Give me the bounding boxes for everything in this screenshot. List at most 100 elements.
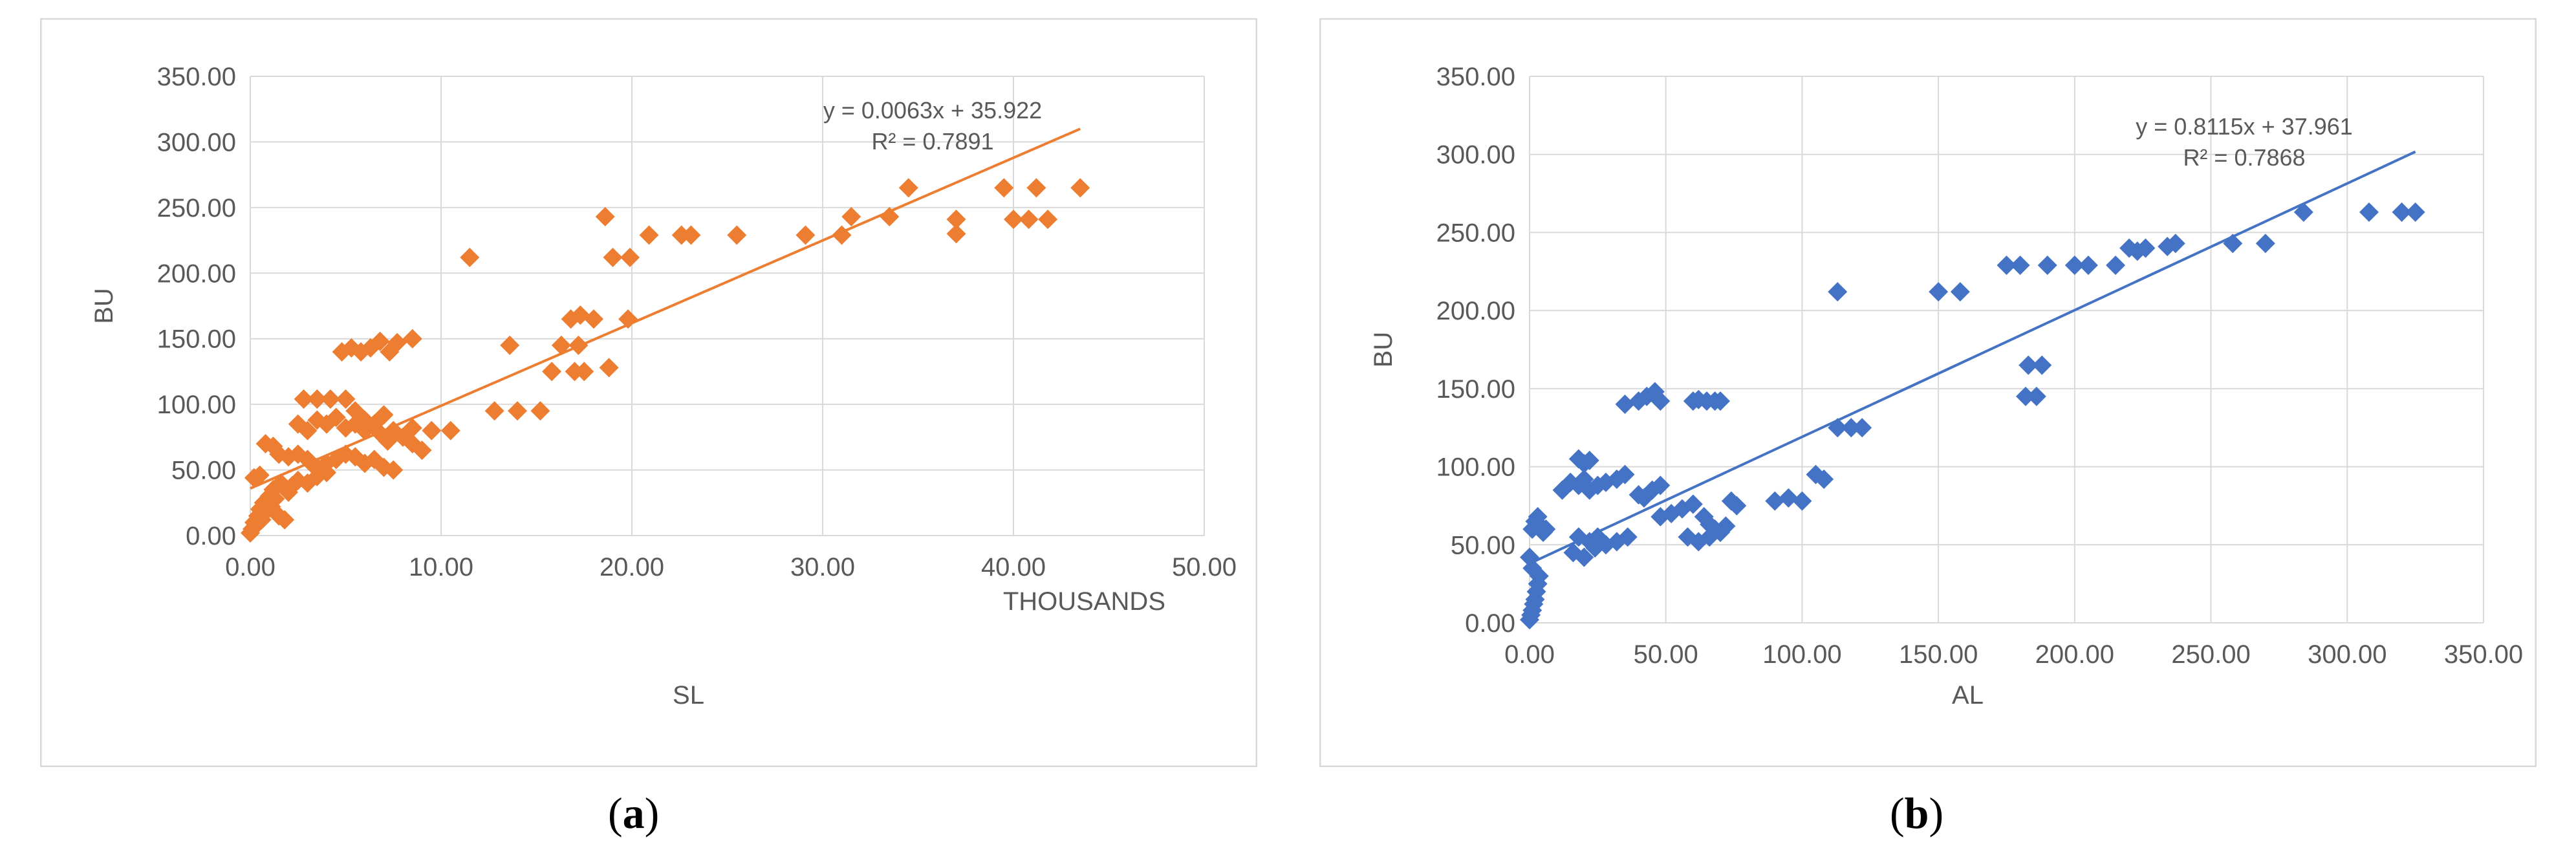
data-point bbox=[1645, 382, 1665, 402]
data-point bbox=[1711, 391, 1730, 411]
data-point bbox=[1536, 519, 1556, 539]
data-point bbox=[1520, 547, 1539, 567]
data-point bbox=[1828, 282, 1848, 302]
data-point bbox=[2016, 386, 2035, 406]
x-tick-label: 0.00 bbox=[1504, 640, 1555, 669]
y-tick-label: 100.00 bbox=[157, 391, 236, 419]
data-point bbox=[1852, 418, 1872, 438]
trendline bbox=[1529, 150, 2416, 565]
data-point bbox=[1997, 255, 2017, 276]
data-point bbox=[603, 247, 623, 267]
data-point bbox=[618, 309, 638, 329]
data-point bbox=[2392, 202, 2412, 222]
data-point bbox=[1579, 480, 1599, 500]
data-point bbox=[1568, 475, 1588, 495]
data-point bbox=[2026, 386, 2046, 406]
x-tick-label: 0.00 bbox=[225, 553, 276, 581]
data-point bbox=[1779, 488, 1799, 508]
data-point bbox=[1841, 418, 1861, 438]
x-tick-label: 100.00 bbox=[1762, 640, 1841, 669]
data-point bbox=[1792, 491, 1812, 511]
data-point bbox=[1629, 391, 1649, 411]
y-axis-title: BU bbox=[90, 288, 118, 324]
data-point bbox=[1579, 450, 1599, 470]
data-point bbox=[374, 405, 394, 425]
data-point bbox=[946, 224, 966, 244]
data-point bbox=[412, 440, 432, 461]
chart-panel-b: 0.00 50.00 100.00 150.00 200.00 250.00 300.00 3… bbox=[1319, 17, 2537, 768]
data-point bbox=[1950, 282, 1970, 302]
data-point bbox=[1678, 527, 1698, 547]
data-point bbox=[422, 420, 442, 440]
data-point bbox=[946, 210, 966, 230]
y-tick-label: 300.00 bbox=[157, 128, 236, 157]
data-point bbox=[2064, 255, 2084, 276]
data-point bbox=[370, 331, 390, 351]
data-point bbox=[796, 225, 816, 245]
data-point bbox=[355, 420, 374, 440]
data-point bbox=[994, 178, 1014, 198]
data-point bbox=[1765, 491, 1785, 511]
data-point bbox=[2255, 233, 2275, 254]
data-point bbox=[1026, 178, 1046, 198]
data-point bbox=[1574, 547, 1594, 567]
y-tick-label: 200.00 bbox=[157, 259, 236, 288]
data-point bbox=[2032, 355, 2052, 375]
data-point bbox=[727, 225, 747, 245]
data-point bbox=[265, 489, 285, 509]
data-point bbox=[1552, 480, 1572, 500]
data-point bbox=[832, 225, 852, 245]
data-point bbox=[2078, 255, 2098, 276]
x-axis-units-label: THOUSANDS bbox=[1003, 587, 1165, 616]
caption-b-letter: b bbox=[1904, 788, 1929, 838]
data-point bbox=[1038, 210, 1058, 230]
r-squared-label: R² = 0.7868 bbox=[2183, 144, 2305, 171]
r-squared-label: R² = 0.7891 bbox=[871, 128, 993, 155]
data-point bbox=[1828, 418, 1848, 438]
data-point bbox=[1561, 472, 1581, 492]
data-point bbox=[880, 207, 900, 227]
data-point bbox=[599, 358, 619, 378]
y-tick-label: 50.00 bbox=[1451, 531, 1515, 559]
data-point bbox=[2359, 202, 2379, 222]
data-point bbox=[574, 362, 594, 382]
data-point bbox=[2010, 255, 2030, 276]
data-point bbox=[1607, 532, 1627, 552]
data-point bbox=[841, 207, 861, 227]
x-axis-title: SL bbox=[673, 681, 704, 710]
y-tick-label: 350.00 bbox=[157, 63, 236, 91]
data-point bbox=[1929, 282, 1949, 302]
data-point bbox=[551, 335, 571, 355]
data-point bbox=[681, 225, 701, 245]
data-point bbox=[326, 407, 346, 428]
data-point bbox=[530, 401, 550, 421]
x-tick-label: 50.00 bbox=[1172, 553, 1237, 581]
data-point bbox=[2019, 355, 2039, 375]
data-point bbox=[320, 389, 340, 409]
data-point bbox=[2037, 255, 2057, 276]
x-tick-label: 30.00 bbox=[790, 553, 855, 581]
data-point bbox=[2165, 233, 2185, 254]
data-point bbox=[1579, 532, 1599, 552]
y-axis-title: BU bbox=[1369, 332, 1398, 368]
data-point bbox=[275, 510, 295, 530]
data-point bbox=[387, 332, 407, 353]
y-tick-label: 250.00 bbox=[157, 194, 236, 222]
y-tick-label: 300.00 bbox=[1436, 141, 1515, 169]
data-point bbox=[1618, 527, 1638, 547]
data-point bbox=[1588, 527, 1608, 547]
data-point bbox=[294, 389, 314, 409]
data-point bbox=[500, 335, 520, 355]
x-tick-label: 150.00 bbox=[1899, 640, 1978, 669]
data-point bbox=[584, 309, 603, 329]
y-tick-label: 0.00 bbox=[186, 522, 236, 550]
data-point bbox=[2293, 202, 2313, 222]
data-point bbox=[1615, 395, 1635, 414]
data-point bbox=[508, 401, 527, 421]
data-point bbox=[1711, 522, 1730, 542]
data-point bbox=[1588, 475, 1608, 495]
x-tick-label: 200.00 bbox=[2035, 640, 2114, 669]
data-point bbox=[384, 460, 404, 480]
x-tick-label: 40.00 bbox=[981, 553, 1046, 581]
y-tick-label: 100.00 bbox=[1436, 453, 1515, 482]
